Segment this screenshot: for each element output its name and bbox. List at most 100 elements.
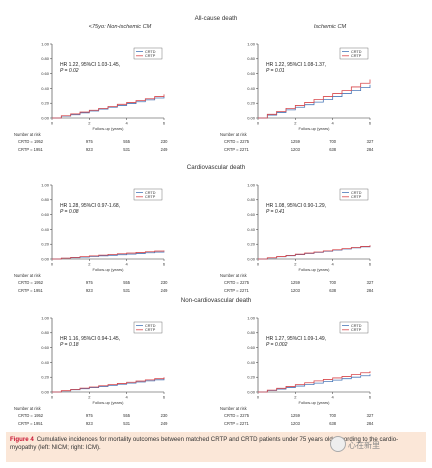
chart-panel-1: 0.00 0.20 0.40 0.60 0.80 1.00 0 2 4 6 Follow-up (y… — [218, 34, 432, 172]
y-tick-label: 0.00 — [247, 115, 256, 120]
legend-label-crtd: CRTD — [145, 191, 156, 195]
number-at-risk-title: Number at risk — [14, 132, 41, 137]
chart-panel-4: 0.00 0.20 0.40 0.60 0.80 1.00 0 2 4 6 Follow-up (y… — [12, 308, 228, 446]
p-value-annotation: P = 0.02 — [60, 68, 79, 74]
caption-label: Figure 4 — [10, 436, 34, 443]
y-tick-label: 0.60 — [247, 71, 256, 76]
x-tick-label: 6 — [163, 121, 166, 126]
legend-label-crtp: CRTP — [351, 195, 362, 199]
risk-value: 555 — [123, 280, 131, 285]
hazard-ratio-annotation: HR 1.22, 95%CI 1.03-1.45, — [60, 62, 120, 68]
risk-label: CRTP = 1951 — [18, 288, 43, 293]
risk-row-crtd: CRTD = 2275 1259 700 327 — [224, 139, 373, 145]
x-tick-label: 4 — [332, 262, 335, 267]
risk-value: 923 — [85, 147, 93, 152]
legend-box — [133, 321, 163, 334]
risk-label: CRTP = 2271 — [224, 421, 249, 426]
risk-value: 531 — [123, 288, 131, 293]
risk-value: 284 — [366, 421, 374, 426]
chart-svg: 0.00 0.20 0.40 0.60 0.80 1.00 0 2 4 6 Follow-up (y… — [247, 315, 372, 405]
risk-value: 700 — [329, 139, 337, 144]
x-tick-label: 0 — [257, 262, 260, 267]
p-value-annotation: P = 0.18 — [60, 342, 79, 348]
chart-svg: 0.00 0.20 0.40 0.60 0.80 1.00 0 2 4 6 Follow-up (y… — [247, 41, 372, 131]
risk-value: 1259 — [290, 280, 300, 285]
chart-svg: 0.00 0.20 0.40 0.60 0.80 1.00 0 2 4 6 Follow-up (y… — [247, 182, 372, 272]
risk-value: 638 — [329, 421, 337, 426]
risk-value: 249 — [160, 421, 168, 426]
risk-row-crtd: CRTD = 2275 1259 700 327 — [224, 280, 373, 286]
hazard-ratio-annotation: HR 1.22, 95%CI 1.08-1.37, — [266, 62, 326, 68]
legend-label-crtd: CRTD — [351, 50, 362, 54]
legend-label-crtp: CRTP — [351, 54, 362, 58]
p-value-annotation: P = 0.08 — [60, 209, 79, 215]
x-axis-label: Follow-up (years) — [299, 400, 331, 405]
risk-label: CRTD = 1952 — [18, 139, 44, 144]
risk-row-crtp: CRTP = 1951 923 531 249 — [18, 147, 167, 153]
risk-row-crtp: CRTP = 1951 923 531 249 — [18, 288, 167, 294]
x-tick-label: 2 — [88, 262, 91, 267]
y-tick-label: 0.60 — [41, 345, 50, 350]
row-title-cardiovascular: Cardiovascular death — [186, 164, 246, 171]
legend-box — [339, 47, 369, 60]
y-tick-label: 0.80 — [41, 56, 50, 61]
y-tick-label: 0.40 — [247, 360, 256, 365]
risk-value: 1259 — [290, 139, 300, 144]
hazard-ratio-annotation: HR 1.16, 95%CI 0.94-1.45, — [60, 336, 120, 342]
risk-label: CRTP = 1951 — [18, 147, 43, 152]
risk-value: 975 — [85, 139, 93, 144]
chart-svg: 0.00 0.20 0.40 0.60 0.80 1.00 0 2 4 6 Follow-up (y… — [41, 315, 166, 405]
hazard-ratio-annotation: HR 1.27, 95%CI 1.09-1.49, — [266, 336, 326, 342]
x-tick-label: 2 — [294, 262, 297, 267]
chart-svg: 0.00 0.20 0.40 0.60 0.80 1.00 0 2 4 6 Follow-up (y… — [41, 182, 166, 272]
y-tick-label: 1.00 — [247, 182, 256, 187]
x-tick-label: 6 — [369, 121, 372, 126]
risk-label: CRTP = 2271 — [224, 147, 249, 152]
watermark: 心在新里 — [348, 441, 380, 450]
risk-value: 327 — [366, 280, 374, 285]
y-tick-label: 0.80 — [41, 330, 50, 335]
series-line-crtp — [258, 245, 371, 260]
risk-value: 327 — [366, 139, 374, 144]
y-tick-label: 0.60 — [41, 71, 50, 76]
risk-label: CRTD = 2275 — [224, 413, 250, 418]
risk-label: CRTD = 2275 — [224, 139, 250, 144]
p-value-annotation: P = 0.002 — [266, 342, 288, 348]
legend-label-crtd: CRTD — [145, 324, 156, 328]
risk-value: 700 — [329, 280, 337, 285]
series-line-crtp — [52, 377, 165, 393]
x-tick-label: 0 — [51, 395, 54, 400]
risk-value: 638 — [329, 147, 337, 152]
series-line-crtp — [52, 94, 165, 119]
x-tick-label: 4 — [332, 121, 335, 126]
risk-row-crtd: CRTD = 1952 975 555 230 — [18, 280, 167, 286]
chart-panel-2: 0.00 0.20 0.40 0.60 0.80 1.00 0 2 4 6 Follow-up (y… — [12, 175, 228, 313]
risk-value: 1259 — [290, 413, 300, 418]
y-tick-label: 0.60 — [247, 345, 256, 350]
x-tick-label: 2 — [294, 395, 297, 400]
y-tick-label: 0.00 — [247, 389, 256, 394]
risk-value: 284 — [366, 147, 374, 152]
y-tick-label: 0.80 — [247, 330, 256, 335]
legend-label-crtp: CRTP — [145, 54, 156, 58]
risk-value: 230 — [160, 280, 168, 285]
x-tick-label: 2 — [88, 121, 91, 126]
risk-value: 284 — [366, 288, 374, 293]
chart-svg: 0.00 0.20 0.40 0.60 0.80 1.00 0 2 4 6 Follow-up (y… — [41, 41, 166, 131]
risk-value: 249 — [160, 147, 168, 152]
risk-label: CRTP = 1951 — [18, 421, 43, 426]
y-tick-label: 1.00 — [247, 315, 256, 320]
legend-label-crtd: CRTD — [145, 50, 156, 54]
y-tick-label: 0.40 — [41, 86, 50, 91]
x-axis-label: Follow-up (years) — [299, 126, 331, 131]
number-at-risk-title: Number at risk — [14, 273, 41, 278]
risk-value: 230 — [160, 139, 168, 144]
x-tick-label: 0 — [51, 262, 54, 267]
y-tick-label: 0.00 — [41, 389, 50, 394]
y-tick-label: 0.20 — [247, 242, 256, 247]
x-tick-label: 2 — [88, 395, 91, 400]
x-tick-label: 6 — [369, 262, 372, 267]
number-at-risk-title: Number at risk — [14, 406, 41, 411]
risk-value: 555 — [123, 139, 131, 144]
y-tick-label: 0.20 — [247, 101, 256, 106]
